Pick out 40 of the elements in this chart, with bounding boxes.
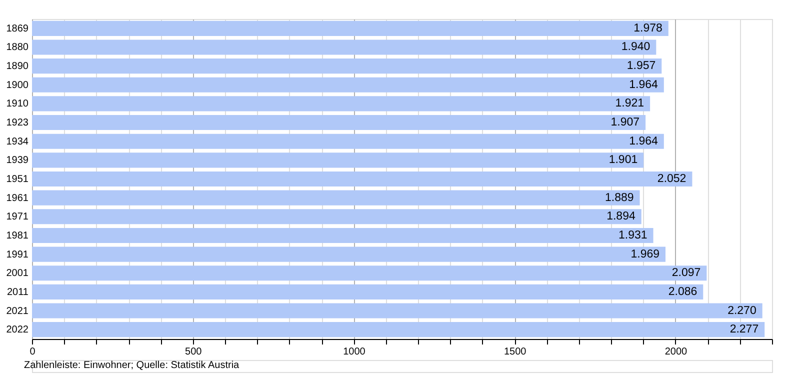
- data-label: 1.894: [606, 210, 636, 223]
- y-tick-label: 1910: [6, 98, 29, 110]
- data-label: 2.052: [657, 173, 686, 185]
- data-label: 2.277: [730, 324, 759, 336]
- x-tick-label: 0: [30, 346, 36, 358]
- y-tick-label: 2011: [6, 286, 29, 298]
- y-tick-label: 1939: [6, 155, 29, 166]
- data-label: 1.964: [629, 135, 658, 148]
- y-tick-label: 2022: [6, 324, 29, 336]
- x-tick-label: 2000: [664, 346, 688, 358]
- data-label: 1.921: [615, 98, 644, 110]
- y-tick-label: 1951: [6, 174, 29, 185]
- data-label: 1.907: [610, 116, 640, 129]
- data-label: 1.978: [634, 22, 662, 34]
- y-tick-label: 1971: [6, 212, 29, 223]
- x-tick-label: 500: [185, 346, 202, 358]
- y-tick-label: 1981: [6, 230, 29, 242]
- data-label: 2.097: [672, 267, 701, 280]
- y-tick-label: 1869: [6, 23, 29, 34]
- y-tick-label: 1923: [6, 118, 29, 129]
- y-tick-label: 2021: [6, 306, 29, 317]
- y-tick-label: 2001: [6, 268, 29, 280]
- data-label: 1.940: [621, 41, 650, 54]
- data-label: 1.931: [618, 229, 648, 242]
- y-tick-label: 1934: [6, 136, 29, 148]
- data-label: 1.901: [608, 154, 638, 166]
- data-label: 2.086: [668, 286, 698, 298]
- y-tick-label: 1961: [6, 192, 29, 204]
- data-label: 2.270: [728, 304, 756, 317]
- x-tick-label: 1500: [504, 346, 527, 358]
- data-label: 1.964: [629, 78, 658, 91]
- y-tick-label: 1890: [6, 61, 29, 72]
- data-label: 1.957: [626, 60, 656, 72]
- x-tick-label: 1000: [343, 346, 366, 358]
- y-tick-label: 1900: [6, 80, 29, 91]
- text: Zahlenleiste: Einwohner; Quelle: Statistik Austria: [24, 360, 240, 371]
- y-tick-label: 1991: [6, 249, 29, 260]
- data-label: 1.969: [630, 248, 660, 260]
- data-label: 1.889: [604, 192, 634, 204]
- y-tick-label: 1880: [6, 42, 29, 54]
